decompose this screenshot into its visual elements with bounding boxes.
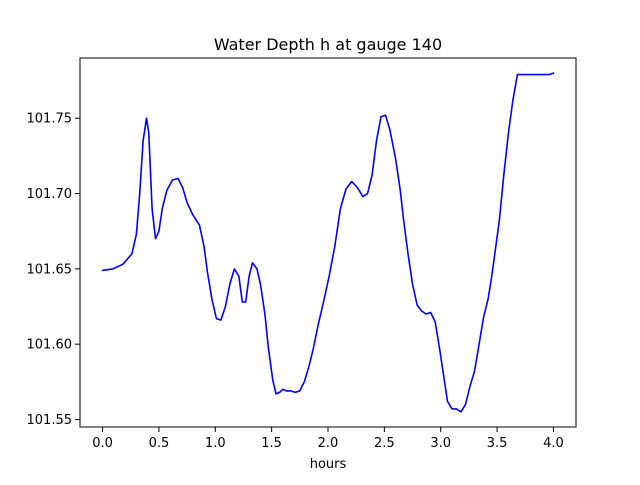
x-tick-label: 2.5: [374, 436, 395, 451]
x-tick-label: 1.0: [205, 436, 226, 451]
x-tick-label: 3.0: [430, 436, 451, 451]
x-tick-label: 3.5: [487, 436, 508, 451]
x-tick-label: 0.0: [92, 436, 113, 451]
y-tick-label: 101.60: [27, 338, 73, 353]
x-tick-label: 4.0: [543, 436, 564, 451]
chart-title: Water Depth h at gauge 140: [214, 35, 442, 54]
x-tick-label: 2.0: [318, 436, 339, 451]
x-axis-label: hours: [310, 457, 347, 472]
series-layer: [101, 72, 555, 413]
series-line: [101, 72, 555, 413]
x-tick-label: 1.5: [261, 436, 282, 451]
x-axis: 0.0 0.5 1.0 1.5 2.0 2.5 3.0 3.5 4.0: [92, 427, 564, 451]
y-tick-label: 101.75: [27, 112, 73, 127]
y-tick-label: 101.70: [27, 187, 73, 202]
y-tick-label: 101.55: [27, 413, 73, 428]
y-tick-label: 101.65: [27, 262, 73, 277]
y-axis: 101.55 101.60 101.65 101.70 101.75: [27, 112, 80, 428]
x-tick-label: 0.5: [149, 436, 170, 451]
